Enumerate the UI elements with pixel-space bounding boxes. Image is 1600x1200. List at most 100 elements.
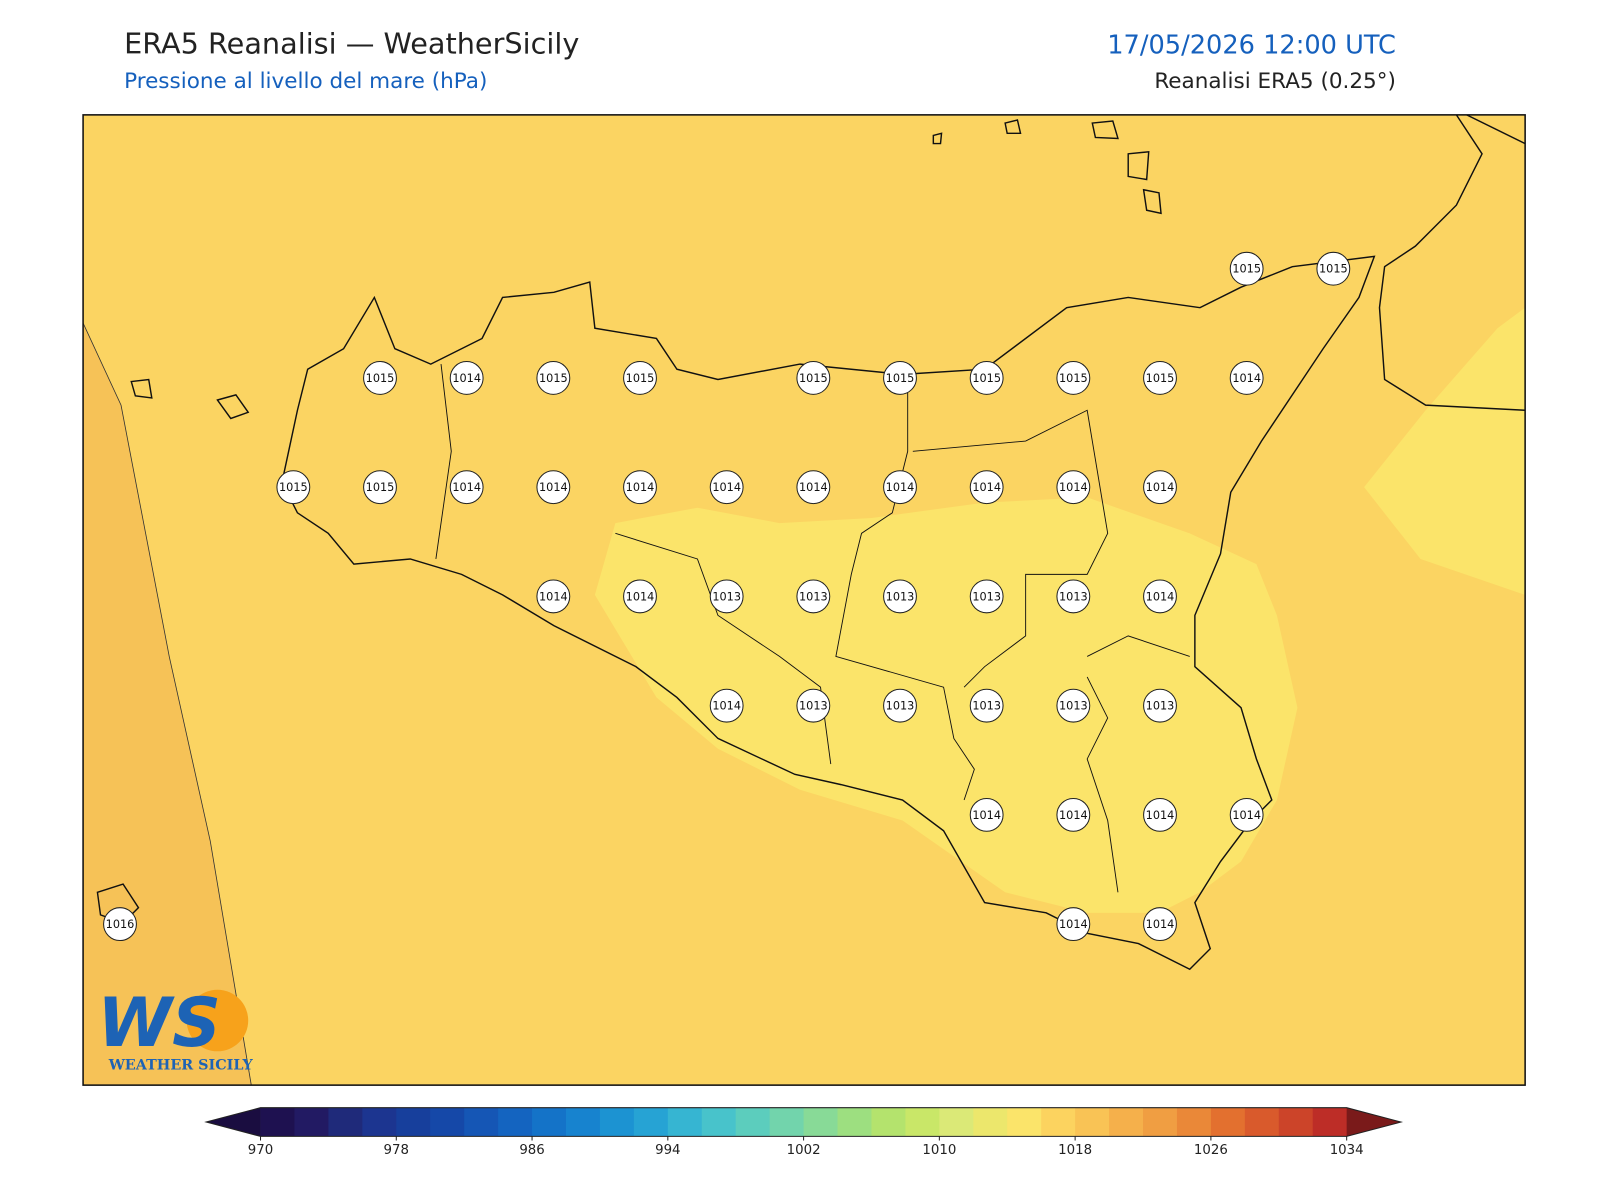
station-value: 1015	[366, 372, 395, 385]
station-value: 1014	[1146, 481, 1175, 494]
station-marker	[1143, 361, 1177, 395]
station-marker	[623, 470, 657, 505]
station-marker	[1056, 797, 1091, 832]
station-marker	[883, 579, 917, 614]
station-marker	[536, 579, 571, 614]
station-marker	[969, 579, 1004, 614]
colorbar-bin	[939, 1107, 974, 1137]
station-marker	[883, 361, 917, 395]
colorbar-bin	[973, 1107, 1008, 1137]
colorbar-tick-label: 978	[384, 1143, 409, 1158]
station-value: 1015	[972, 372, 1001, 385]
station-marker	[536, 470, 571, 505]
colorbar-tick-label: 1002	[787, 1143, 821, 1158]
source: Reanalisi ERA5 (0.25°)	[1154, 69, 1396, 94]
station-value: 1014	[539, 590, 568, 603]
station-marker	[363, 470, 397, 505]
station-value: 1015	[1319, 263, 1348, 276]
station-value: 1014	[1232, 372, 1261, 385]
station-marker	[796, 361, 831, 395]
station-value: 1014	[1059, 809, 1088, 822]
station-value: 1014	[1146, 590, 1175, 603]
station-value: 1014	[452, 372, 481, 385]
station-value: 1015	[886, 372, 915, 385]
station-marker	[796, 470, 831, 505]
station-value: 1013	[972, 700, 1001, 713]
station-marker	[969, 361, 1004, 395]
colorbar-tick-label: 1034	[1330, 1143, 1364, 1158]
colorbar-bin	[396, 1107, 431, 1137]
station-marker	[1056, 907, 1091, 942]
colorbar-bin	[803, 1107, 839, 1137]
station-value: 1015	[539, 372, 568, 385]
logo-mark: WS	[97, 983, 220, 1062]
station-marker	[1229, 361, 1264, 395]
station-value: 1014	[972, 481, 1001, 494]
colorbar-tick-label: 1026	[1194, 1143, 1228, 1158]
station-value: 1014	[886, 481, 915, 494]
station-value: 1013	[972, 590, 1001, 603]
colorbar-bin	[1075, 1107, 1110, 1137]
colorbar-bin	[1109, 1107, 1144, 1137]
title: ERA5 Reanalisi — WeatherSicily	[124, 26, 579, 60]
colorbar-bin	[769, 1107, 805, 1137]
station-value: 1014	[539, 481, 568, 494]
colorbar-tick-label: 994	[655, 1143, 680, 1158]
station-value: 1014	[626, 590, 655, 603]
logo-text: WEATHER SICILY	[108, 1058, 254, 1074]
map-frame	[82, 114, 1526, 1086]
colorbar-bin	[328, 1107, 363, 1137]
colorbar-over	[1346, 1107, 1402, 1137]
station-marker	[709, 579, 744, 614]
station-value: 1013	[1059, 590, 1088, 603]
field-high	[83, 114, 252, 1086]
station-marker	[796, 688, 831, 723]
station-marker	[969, 470, 1004, 505]
station-marker	[1316, 251, 1351, 286]
station-value: 1014	[626, 481, 655, 494]
station-marker	[1143, 797, 1177, 832]
colorbar-tick-label: 986	[519, 1143, 544, 1158]
station-value: 1014	[1232, 809, 1261, 822]
station-marker	[1143, 579, 1177, 614]
station-value: 1015	[1146, 372, 1175, 385]
station-value: 1013	[799, 700, 828, 713]
colorbar-bin	[599, 1107, 635, 1137]
colorbar-under	[206, 1107, 261, 1137]
coastline	[96, 114, 1526, 971]
map	[83, 114, 1526, 1086]
colorbar-bin	[1041, 1107, 1076, 1137]
station-marker	[449, 361, 484, 395]
station-marker	[1056, 361, 1091, 395]
colorbar-bin	[633, 1107, 669, 1137]
station-value: 1015	[279, 481, 308, 494]
station-marker	[883, 470, 917, 505]
station-value: 1014	[1059, 481, 1088, 494]
contour	[83, 322, 252, 1086]
station-value: 1014	[712, 481, 741, 494]
colorbar-bin	[1278, 1107, 1314, 1137]
colorbar-bin	[294, 1107, 329, 1137]
station-marker	[1143, 688, 1177, 723]
colorbar-bin	[498, 1107, 533, 1137]
colorbar-bin	[464, 1107, 499, 1137]
station-marker	[1229, 251, 1264, 286]
station-marker	[969, 688, 1004, 723]
colorbar-tick-label: 970	[248, 1143, 273, 1158]
station-value: 1013	[799, 590, 828, 603]
colorbar-bin	[362, 1107, 397, 1137]
station-marker	[536, 361, 571, 395]
colorbar-bin	[701, 1107, 737, 1137]
colorbar-bin	[1210, 1107, 1246, 1137]
colorbar-bin	[1244, 1107, 1280, 1137]
station-marker	[709, 688, 744, 723]
station-marker	[1056, 579, 1091, 614]
stations: 1015 1015 1015 1014 1015 1015 1015 1015 1015 1015…	[103, 251, 1351, 942]
station-value: 1013	[1146, 700, 1175, 713]
station-marker	[623, 579, 657, 614]
station-value: 1015	[1232, 263, 1261, 276]
colorbar-tick-label: 1018	[1058, 1143, 1092, 1158]
station-marker	[969, 797, 1004, 832]
colorbar: 970 978 986 994 1002 1010 1018 1026 1034	[204, 1107, 1404, 1158]
